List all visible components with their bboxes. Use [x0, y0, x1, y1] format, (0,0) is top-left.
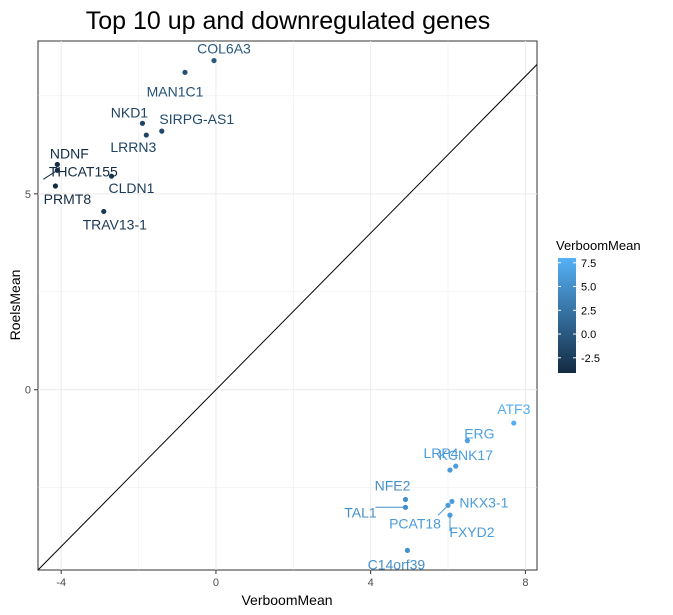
point-label: NDNF	[50, 145, 89, 161]
grid-lines	[38, 41, 537, 570]
point-label: SIRPG-AS1	[159, 111, 234, 127]
legend-tick-label: 2.5	[581, 305, 596, 317]
data-point	[402, 504, 409, 510]
point-label: ATF3	[497, 401, 530, 417]
point-label: KCNK17	[439, 447, 494, 463]
data-point	[211, 57, 217, 64]
data-point	[54, 167, 60, 173]
legend-tick-label: 0.0	[581, 329, 596, 341]
point-label: TAL1	[344, 504, 377, 520]
chart-title: Top 10 up and downregulated genes	[86, 7, 491, 35]
data-point	[511, 420, 517, 426]
point-label: NFE2	[375, 477, 411, 493]
legend-tick-label: -2.5	[581, 353, 600, 365]
point-label: NKX3-1	[459, 494, 508, 510]
point-label: THCAT155	[49, 163, 118, 179]
data-point	[182, 69, 188, 75]
x-axis-ticks: -4 0 4 8	[56, 570, 528, 589]
data-point	[108, 173, 115, 179]
point-label: CLDN1	[109, 180, 155, 196]
data-point	[404, 547, 411, 554]
data-points	[52, 57, 517, 554]
point-label: C14orf39	[368, 556, 426, 572]
data-point	[54, 161, 60, 168]
x-tick-label: 0	[213, 577, 219, 589]
y-axis-title: RoelsMean	[7, 270, 23, 341]
legend-title: VerboomMean	[556, 238, 641, 253]
label-leader-lines	[43, 169, 451, 532]
point-label: MAN1C1	[147, 83, 204, 99]
x-axis-title: VerboomMean	[241, 592, 332, 608]
point-label: ERG	[464, 426, 494, 442]
y-axis-ticks: 05	[25, 189, 38, 397]
data-point	[447, 512, 453, 518]
data-point	[402, 496, 409, 503]
data-point	[449, 498, 455, 505]
data-point	[101, 208, 107, 215]
point-label: PCAT18	[389, 515, 441, 531]
legend-tick-label: 7.5	[581, 258, 596, 270]
point-label: PRMT8	[44, 191, 92, 207]
legend-colorbar	[558, 258, 576, 373]
point-label: TRAV13-1	[83, 216, 148, 232]
y-tick-label: 5	[25, 189, 31, 201]
x-tick-label: 8	[522, 577, 528, 589]
label-leader-line	[43, 169, 58, 180]
point-label: LRP4	[423, 445, 458, 461]
point-label: COL6A3	[197, 41, 251, 57]
point-label: NKD1	[111, 104, 149, 120]
panel-background	[37, 40, 538, 571]
point-label: FXYD2	[449, 524, 494, 540]
legend-ticks: 7.5 5.0 2.5 0.0 -2.5	[558, 258, 600, 365]
color-legend: VerboomMean 7.5 5.0 2.5 0.0 -2.5	[556, 238, 641, 373]
x-tick-label: -4	[56, 577, 66, 589]
data-point	[453, 463, 459, 469]
identity-reference-line	[37, 64, 538, 571]
y-tick-label: 0	[25, 385, 31, 397]
data-point	[447, 467, 453, 473]
data-point	[143, 132, 149, 138]
x-tick-label: 4	[368, 577, 374, 589]
data-point	[159, 128, 165, 134]
legend-tick-label: 5.0	[581, 282, 596, 294]
data-point	[464, 438, 470, 444]
data-point	[52, 183, 59, 189]
data-point	[445, 502, 451, 508]
data-point	[139, 120, 146, 126]
point-label: LRRN3	[110, 139, 156, 155]
